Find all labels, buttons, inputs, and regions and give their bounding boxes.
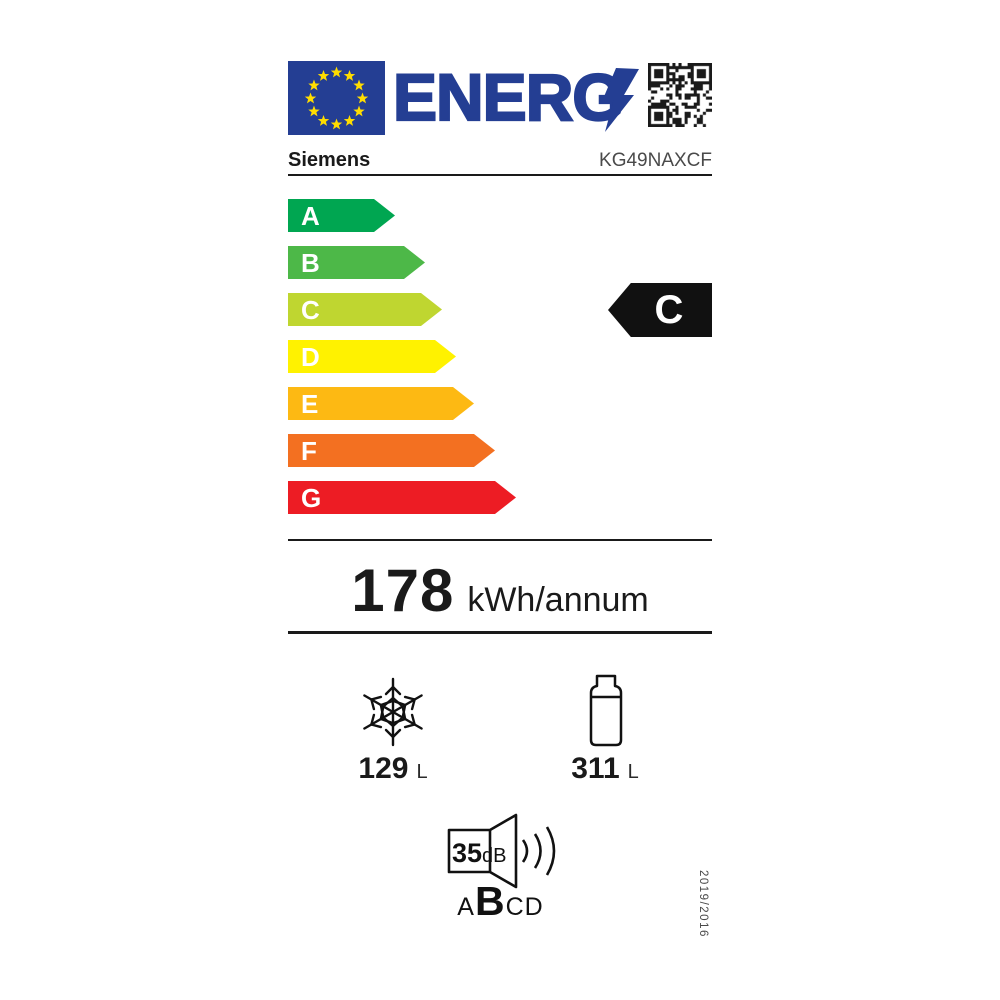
noise-class-a: A bbox=[457, 893, 474, 921]
fridge-volume: 311 L bbox=[535, 752, 675, 786]
fridge-volume-unit: L bbox=[627, 761, 639, 783]
current-class-letter: C bbox=[654, 288, 684, 332]
annual-consumption: 178 kWh/annum bbox=[288, 556, 712, 624]
efficiency-bar-letter: E bbox=[301, 388, 319, 419]
efficiency-bar-letter: D bbox=[301, 341, 320, 372]
qr-code bbox=[648, 63, 712, 127]
divider-consumption-bottom bbox=[288, 631, 712, 634]
brand-row: Siemens KG49NAXCF bbox=[288, 149, 712, 173]
fridge-bottle-icon bbox=[589, 674, 623, 747]
noise-unit: dB bbox=[482, 845, 507, 867]
regulation-number: 2019/2016 bbox=[697, 870, 709, 938]
noise-class-d: D bbox=[524, 893, 543, 921]
energy-logo-text: ENERG bbox=[392, 60, 625, 134]
efficiency-bar-a: A bbox=[288, 199, 395, 232]
efficiency-bar-e: E bbox=[288, 387, 474, 420]
efficiency-bar-letter: A bbox=[301, 200, 320, 231]
noise-section: 35 dB bbox=[446, 810, 566, 892]
noise-class-b: B bbox=[474, 878, 505, 924]
current-class-arrow: C bbox=[608, 283, 712, 337]
divider-top bbox=[288, 174, 712, 176]
efficiency-bar-g: G bbox=[288, 481, 516, 514]
fridge-volume-value: 311 bbox=[571, 752, 620, 785]
efficiency-bar-letter: B bbox=[301, 247, 320, 278]
brand-name: Siemens bbox=[288, 149, 371, 171]
freezer-volume-unit: L bbox=[416, 761, 428, 783]
efficiency-bar-letter: F bbox=[301, 435, 317, 466]
model-number: KG49NAXCF bbox=[599, 150, 712, 171]
efficiency-bar-b: B bbox=[288, 246, 425, 279]
efficiency-bar-f: F bbox=[288, 434, 495, 467]
divider-consumption-top bbox=[288, 539, 712, 541]
efficiency-bar-letter: G bbox=[301, 482, 322, 513]
noise-value: 35 bbox=[452, 838, 483, 868]
speaker-icon bbox=[447, 813, 556, 889]
freezer-volume: 129 L bbox=[323, 752, 463, 786]
consumption-unit: kWh/annum bbox=[467, 581, 649, 619]
efficiency-bar-c: C bbox=[288, 293, 442, 326]
freezer-volume-value: 129 bbox=[358, 752, 409, 785]
efficiency-bar-letter: C bbox=[301, 294, 320, 325]
lightning-bolt-icon bbox=[603, 68, 639, 132]
eu-flag bbox=[288, 61, 385, 135]
noise-value-row: 35 dB bbox=[452, 838, 507, 869]
consumption-value: 178 bbox=[351, 557, 455, 624]
noise-class-c: C bbox=[505, 893, 524, 921]
efficiency-bar-d: D bbox=[288, 340, 456, 373]
snowflake-icon bbox=[359, 677, 427, 747]
